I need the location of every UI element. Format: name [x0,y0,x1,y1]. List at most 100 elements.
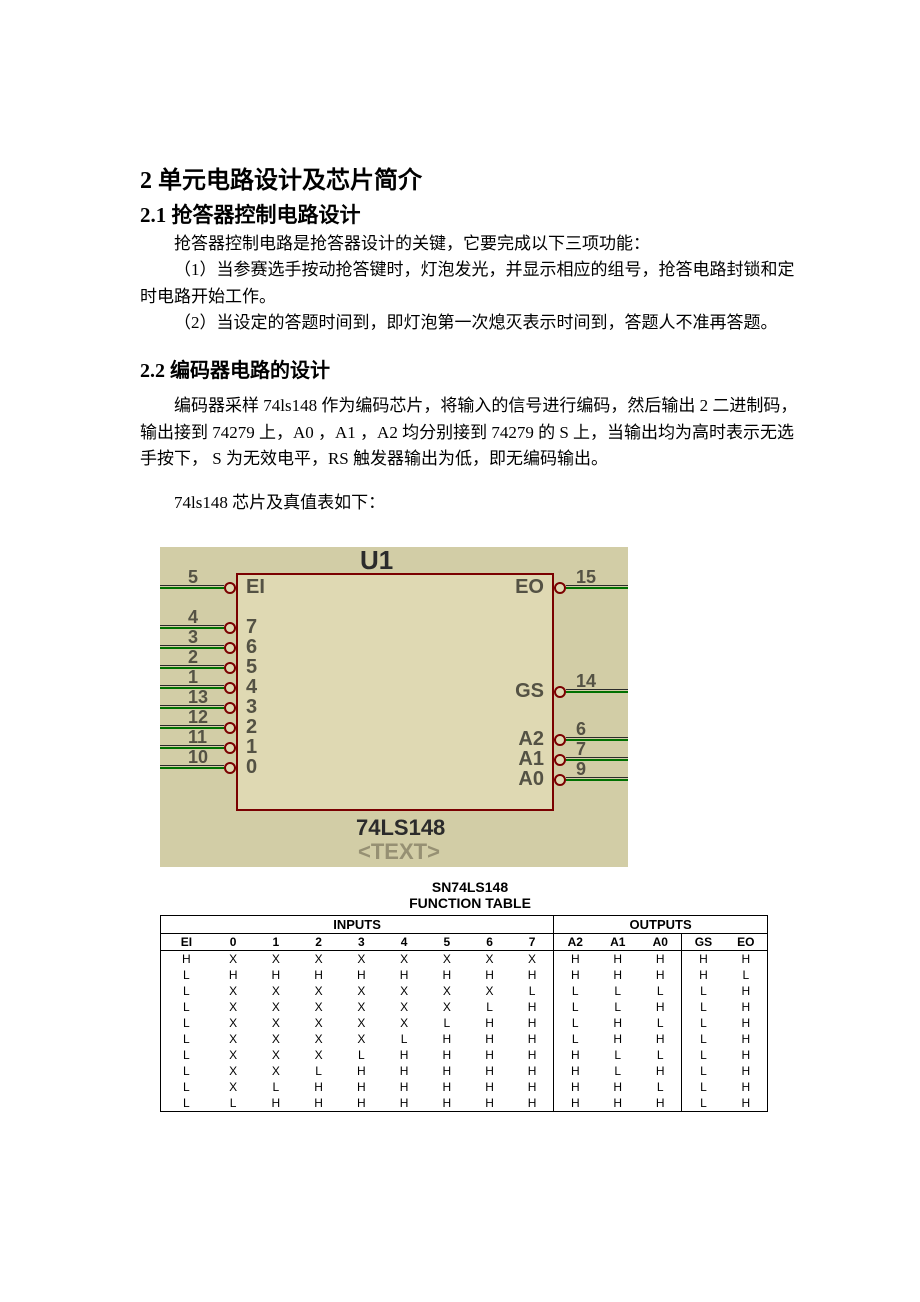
table-cell: L [511,983,554,999]
table-cell: H [725,1031,768,1047]
table-cell: L [639,1047,682,1063]
table-cell: X [255,950,298,967]
table-cell: X [212,1079,255,1095]
inversion-bubble-icon [554,686,566,698]
table-cell: H [725,1095,768,1112]
column-header: 5 [425,933,468,950]
table-cell: X [511,950,554,967]
inversion-bubble-icon [224,622,236,634]
column-header: A2 [554,933,597,950]
table-cell: X [212,999,255,1015]
table-cell: H [255,967,298,983]
para-item-2: （2）当设定的答题时间到，即灯泡第一次熄灭表示时间到，答题人不准再答题。 [140,310,800,336]
column-header: A1 [596,933,639,950]
table-cell: H [554,1063,597,1079]
table-cell: H [639,967,682,983]
table-cell: X [425,999,468,1015]
table-cell: H [725,1047,768,1063]
table-cell: H [468,1079,511,1095]
table-cell: X [383,950,426,967]
table-cell: X [255,1063,298,1079]
table-cell: H [340,1079,383,1095]
table-cell: X [212,1063,255,1079]
table-cell: H [554,950,597,967]
table-cell: X [297,983,340,999]
table-cell: H [468,1015,511,1031]
inversion-bubble-icon [554,734,566,746]
table-cell: X [425,950,468,967]
table-cell: H [468,967,511,983]
table-cell: X [297,1031,340,1047]
column-header: 4 [383,933,426,950]
table-cell: X [212,950,255,967]
table-row: LXXLHHHHHHLHLH [161,1063,768,1079]
chip-body [236,573,554,811]
table-cell: H [596,1079,639,1095]
truth-table: INPUTSOUTPUTSEI01234567A2A1A0GSEOHXXXXXX… [160,915,768,1112]
table-cell: L [725,967,768,983]
table-cell: H [511,1095,554,1112]
table-row: LXXXXLHHHLHHLH [161,1031,768,1047]
chip-reference-label: U1 [360,545,393,576]
table-cell: H [725,999,768,1015]
table-cell: H [340,967,383,983]
para-item-1: （1）当参赛选手按动抢答键时，灯泡发光，并显示相应的组号，抢答电路封锁和定时电路… [140,257,800,310]
table-cell: X [340,999,383,1015]
table-cell: H [425,1095,468,1112]
table-cell: H [639,1095,682,1112]
table-cell: X [297,1015,340,1031]
column-header: 0 [212,933,255,950]
column-header: 1 [255,933,298,950]
column-header: EI [161,933,212,950]
table-cell: H [511,1063,554,1079]
inversion-bubble-icon [224,742,236,754]
table-row: LXXXXXXLHLLHLH [161,999,768,1015]
column-header: EO [725,933,768,950]
table-cell: L [596,1063,639,1079]
para-encoder: 编码器采样 74ls148 作为编码芯片，将输入的信号进行编码，然后输出 2 二… [140,393,800,472]
section-2-title: 2 单元电路设计及芯片简介 [140,160,800,195]
table-cell: H [425,1031,468,1047]
column-header: GS [682,933,725,950]
table-cell: H [425,1079,468,1095]
table-cell: L [161,1015,212,1031]
table-row: LXLHHHHHHHHLLH [161,1079,768,1095]
table-cell: L [212,1095,255,1112]
chip-part-number: 74LS148 [356,815,445,841]
table-cell: X [255,1031,298,1047]
table-cell: L [383,1031,426,1047]
inversion-bubble-icon [224,762,236,774]
table-cell: H [596,1095,639,1112]
table-cell: X [212,1031,255,1047]
table-cell: H [725,983,768,999]
para-table-intro: 74ls148 芯片及真值表如下： [140,490,800,516]
inversion-bubble-icon [554,774,566,786]
table-cell: L [161,999,212,1015]
table-cell: L [161,967,212,983]
table-cell: X [212,983,255,999]
table-cell: H [383,1079,426,1095]
table-row: LXXXXXLHHLHLLH [161,1015,768,1031]
table-cell: L [682,1095,725,1112]
column-header: A0 [639,933,682,950]
table-cell: X [425,983,468,999]
para-intro: 抢答器控制电路是抢答器设计的关键，它要完成以下三项功能： [140,231,800,257]
outputs-group-header: OUTPUTS [554,915,768,933]
table-cell: X [212,1015,255,1031]
table-cell: H [639,950,682,967]
table-cell: H [383,1095,426,1112]
table-cell: L [161,1063,212,1079]
table-cell: H [297,1079,340,1095]
table-row: LHHHHHHHHHHHHL [161,967,768,983]
table-cell: X [255,1047,298,1063]
table-cell: X [297,999,340,1015]
section-2-2-title: 2.2 编码器电路的设计 [140,354,800,383]
table-cell: H [554,1095,597,1112]
table-cell: L [639,983,682,999]
table-cell: L [161,1079,212,1095]
table-row: LLHHHHHHHHHHLH [161,1095,768,1112]
table-cell: L [161,1047,212,1063]
table-cell: L [297,1063,340,1079]
table-cell: H [255,1095,298,1112]
pin-name-label: GS [515,680,544,703]
